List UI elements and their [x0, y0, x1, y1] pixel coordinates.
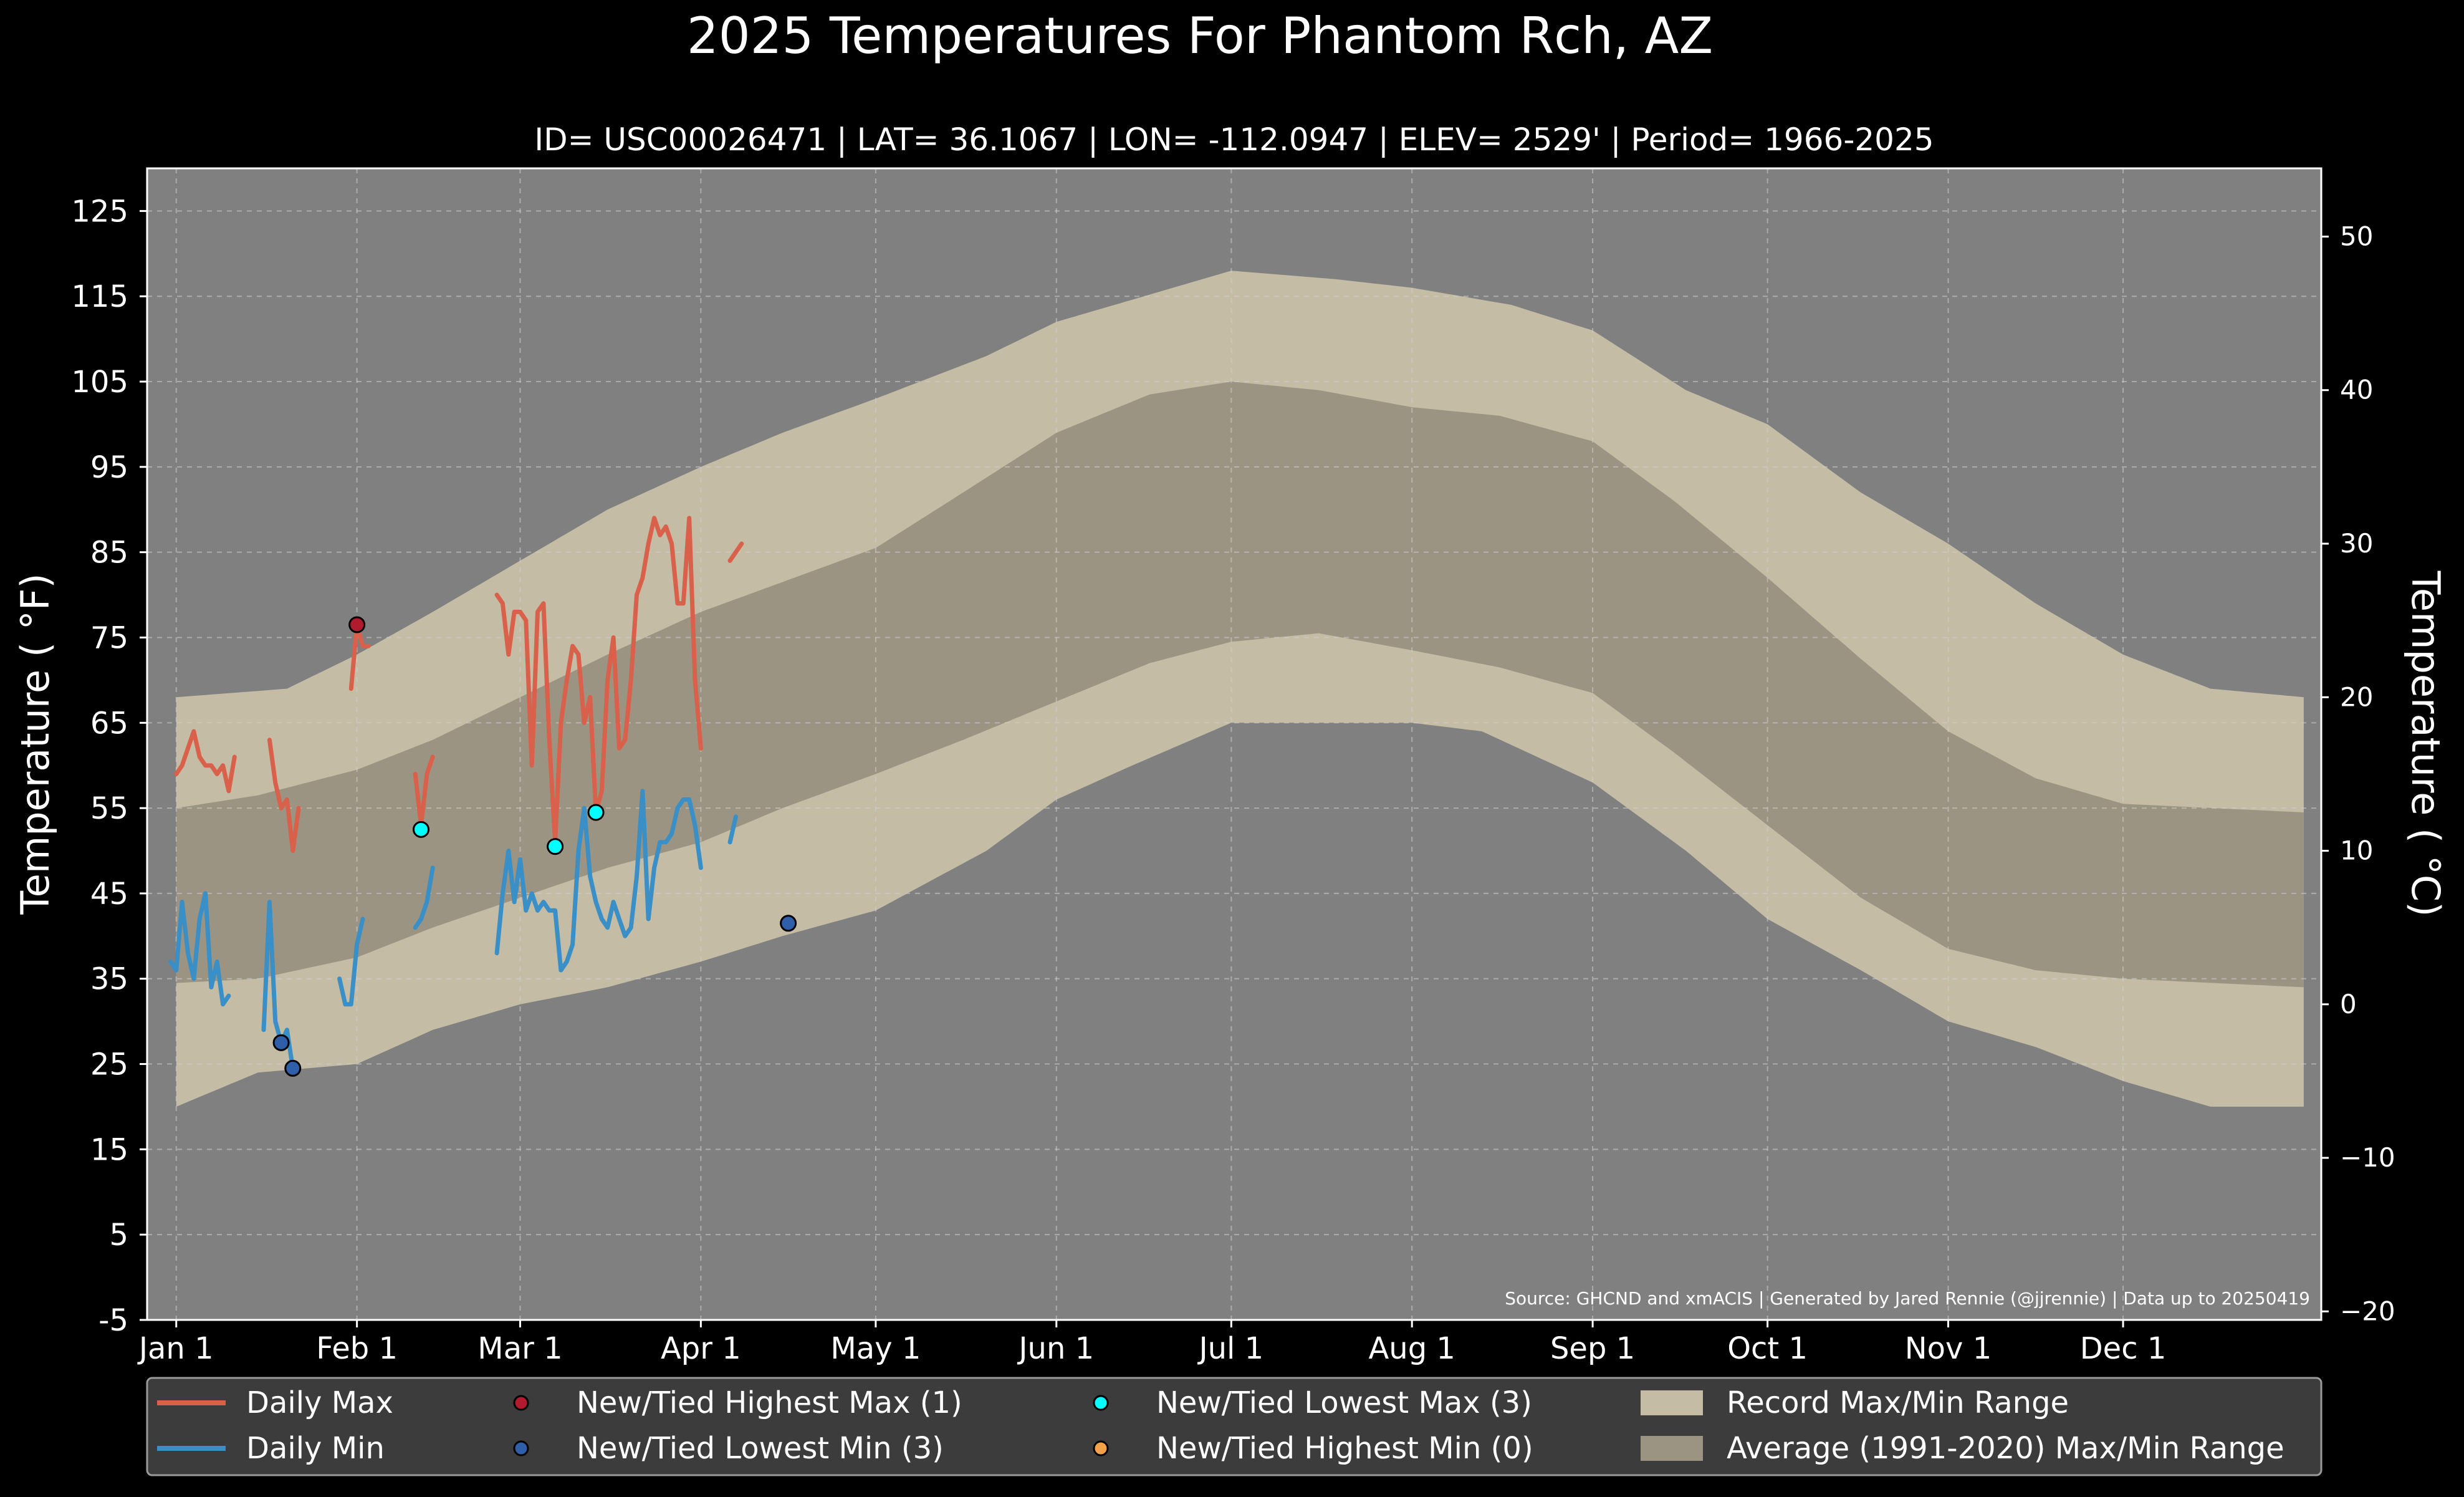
daily-max-line [727, 541, 744, 563]
daily-min-line [494, 789, 703, 973]
y-left-tick-label: 65 [90, 706, 128, 741]
daily-max-line [494, 516, 703, 845]
y-right-tick-label: 0 [2340, 989, 2357, 1019]
record-marker-lowest-min [272, 1034, 290, 1051]
y-left-tick-label: 35 [90, 962, 128, 997]
y-right-tick-label: −20 [2340, 1296, 2395, 1326]
legend-label-average-range: Average (1991-2020) Max/Min Range [1727, 1431, 2284, 1466]
record-marker-lowest-min [284, 1059, 302, 1077]
x-tick-label: Jan 1 [137, 1331, 214, 1366]
y-right-tick-label: 30 [2340, 528, 2373, 559]
y-right-tick-label: 40 [2340, 375, 2373, 405]
y-right-tick-label: −10 [2340, 1142, 2395, 1173]
legend-label-lowest-min: New/Tied Lowest Min (3) [577, 1431, 944, 1466]
y-left-tick-label: -5 [98, 1303, 128, 1338]
x-tick-label: Oct 1 [1727, 1331, 1808, 1366]
legend-label-lowest-max: New/Tied Lowest Max (3) [1156, 1385, 1532, 1420]
gridlines [147, 168, 2321, 1321]
y-left-tick-label: 85 [90, 536, 128, 570]
record-range-band [176, 271, 2304, 1107]
record-marker-lowest-min [780, 915, 797, 932]
plot-area: Source: GHCND and xmACIS | Generated by … [146, 167, 2323, 1321]
legend-label-highest-min: New/Tied Highest Min (0) [1156, 1431, 1533, 1466]
average-range-band [176, 382, 2304, 988]
y-axis-left: 125 115 105 95 85 75 65 55 45 35 25 15 5 -5 [71, 194, 147, 1338]
y-left-tick-label: 15 [90, 1132, 128, 1167]
y-left-tick-label: 75 [90, 620, 128, 655]
legend-swatch-average-range [1641, 1436, 1703, 1461]
y-left-tick-label: 5 [109, 1218, 128, 1253]
y-axis-left-label: Temperature ( °F) [12, 573, 58, 915]
y-left-tick-label: 55 [90, 791, 128, 826]
x-tick-label: Jul 1 [1197, 1331, 1263, 1366]
x-axis: Jan 1 Feb 1 Mar 1 Apr 1 May 1 Jun 1 Jul 1 Aug 1… [137, 1320, 2167, 1366]
x-tick-label: Jun 1 [1017, 1331, 1094, 1366]
daily-max-line [174, 729, 237, 794]
y-axis-right: 50 40 30 20 10 0 −10 −20 [2321, 221, 2395, 1326]
daily-min-line [261, 900, 295, 1071]
daily-max-line [413, 754, 435, 827]
chart-subtitle: ID= USC00026471 | LAT= 36.1067 | LON= -1… [534, 122, 1934, 158]
legend-label-highest-max: New/Tied Highest Max (1) [577, 1385, 962, 1420]
legend-swatch-lowest-max [1093, 1395, 1109, 1411]
legend-box [146, 1377, 2323, 1476]
average-range-area [176, 382, 2304, 988]
legend-label-daily-max: Daily Max [246, 1385, 393, 1420]
x-tick-label: Apr 1 [661, 1331, 741, 1366]
x-tick-label: May 1 [830, 1331, 921, 1366]
legend-label-record-range: Record Max/Min Range [1727, 1385, 2069, 1420]
daily-series-lines [168, 516, 744, 1071]
y-left-tick-label: 105 [71, 365, 128, 400]
chart-title: 2025 Temperatures For Phantom Rch, AZ [687, 7, 1713, 65]
y-right-tick-label: 50 [2340, 221, 2373, 251]
legend: Daily Max Daily Min New/Tied Highest Max… [146, 1377, 2323, 1476]
plot-frame [146, 167, 2323, 1321]
legend-label-daily-min: Daily Min [246, 1431, 385, 1466]
daily-max-line [348, 622, 371, 691]
x-tick-label: Sep 1 [1550, 1331, 1635, 1366]
legend-swatch-lowest-min [513, 1440, 529, 1456]
x-tick-label: Mar 1 [477, 1331, 562, 1366]
y-left-tick-label: 125 [71, 194, 128, 229]
y-axis-right-label: Temperature ( °C) [2403, 570, 2448, 917]
record-markers [272, 616, 797, 1077]
record-range-area [176, 271, 2304, 1107]
x-tick-label: Aug 1 [1368, 1331, 1455, 1366]
record-marker-lowest-max [413, 821, 430, 838]
daily-min-line [168, 891, 231, 1007]
y-right-tick-label: 20 [2340, 681, 2373, 712]
y-left-tick-label: 95 [90, 450, 128, 485]
legend-swatch-highest-min [1093, 1440, 1109, 1456]
record-marker-highest-max [348, 616, 366, 633]
x-tick-label: Nov 1 [1905, 1331, 1992, 1366]
legend-swatch-highest-max [513, 1395, 529, 1411]
daily-min-line [337, 917, 365, 1007]
record-marker-lowest-max [587, 804, 605, 821]
y-left-tick-label: 115 [71, 279, 128, 314]
source-note: Source: GHCND and xmACIS | Generated by … [1505, 1288, 2310, 1309]
daily-min-line [727, 814, 738, 845]
y-left-tick-label: 45 [90, 877, 128, 912]
x-tick-label: Feb 1 [316, 1331, 398, 1366]
record-marker-lowest-max [547, 838, 564, 855]
daily-min-line [413, 865, 435, 930]
y-right-tick-label: 10 [2340, 835, 2373, 866]
daily-max-line [267, 738, 301, 853]
legend-swatch-record-range [1641, 1390, 1703, 1415]
y-left-tick-label: 25 [90, 1047, 128, 1082]
x-tick-label: Dec 1 [2080, 1331, 2167, 1366]
